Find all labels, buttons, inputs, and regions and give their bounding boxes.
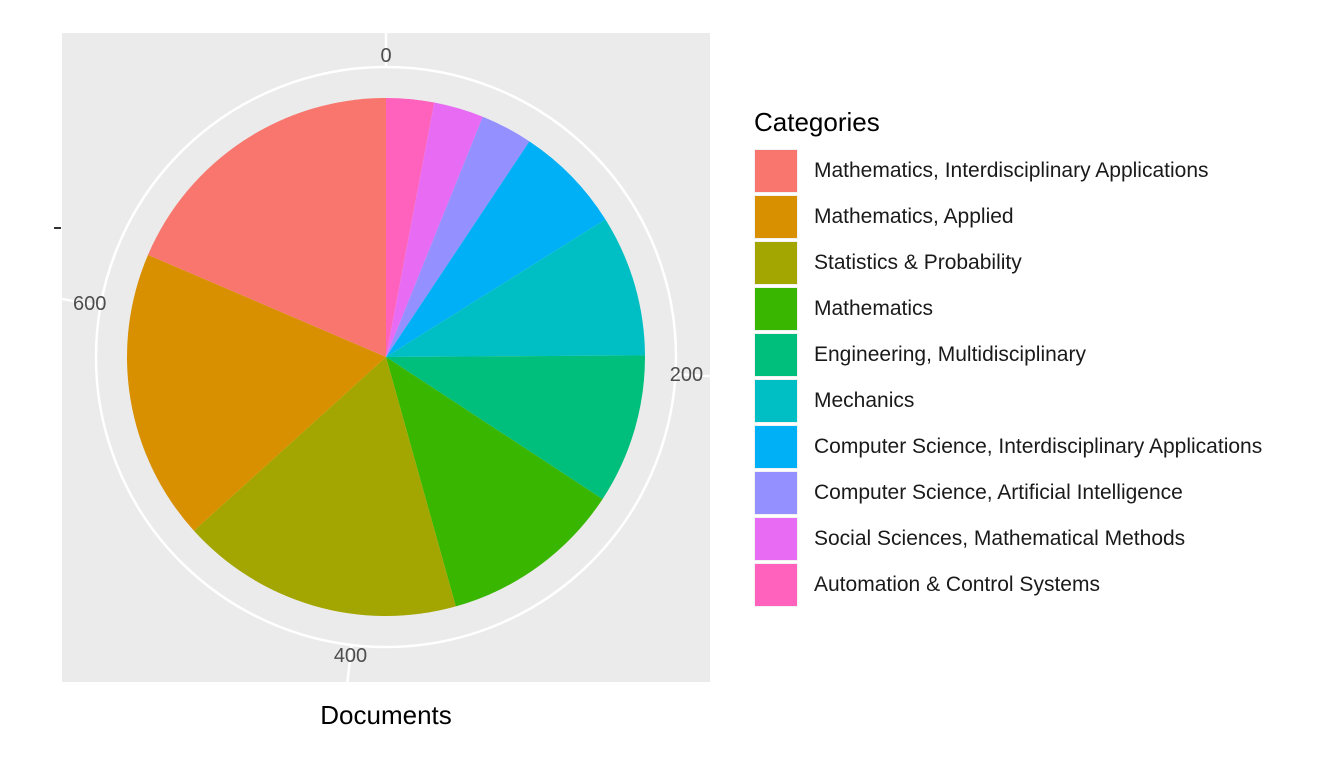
legend-item: Computer Science, Interdisciplinary Appl… <box>754 424 1262 470</box>
legend-title: Categories <box>754 107 880 137</box>
legend-item: Statistics & Probability <box>754 240 1262 286</box>
x-axis-title: Documents <box>320 700 452 730</box>
angle-tick-label: 400 <box>334 645 367 667</box>
legend-item: Mechanics <box>754 378 1262 424</box>
legend-item: Social Sciences, Mathematical Methods <box>754 516 1262 562</box>
legend-label: Computer Science, Artificial Intelligenc… <box>814 481 1183 504</box>
pie-slice <box>386 116 530 357</box>
legend-label: Mathematics <box>814 297 934 320</box>
legend-key <box>754 379 798 423</box>
angle-tick-labels: 0 200 400 600 <box>73 45 703 667</box>
legend-key <box>754 149 798 193</box>
legend-key <box>754 241 798 285</box>
legend-item: Computer Science, Artificial Intelligenc… <box>754 470 1262 516</box>
pie-slice <box>386 98 435 357</box>
grid-spoke <box>51 295 101 308</box>
pie-slice <box>386 355 645 500</box>
legend-label: Mathematics, Applied <box>814 205 1014 228</box>
legend-item: Mathematics, Interdisciplinary Applicati… <box>754 148 1262 194</box>
legend-item: Mathematics <box>754 286 1262 332</box>
legend-label: Computer Science, Interdisciplinary Appl… <box>814 435 1263 458</box>
pie-slices <box>127 98 645 616</box>
polar-grid <box>51 17 726 695</box>
legend-label: Mechanics <box>814 389 915 412</box>
legend-label: Statistics & Probability <box>814 251 1022 274</box>
angle-tick-label: 200 <box>670 364 703 386</box>
legend: Categories Mathematics, Interdisciplinar… <box>754 106 1262 608</box>
legend-label: Automation & Control Systems <box>814 573 1100 596</box>
pie-slice <box>147 98 386 357</box>
pie-slice <box>193 357 456 616</box>
grid-spoke <box>675 372 726 379</box>
legend-label: Mathematics, Interdisciplinary Applicati… <box>814 159 1209 182</box>
legend-key <box>754 563 798 607</box>
legend-item: Mathematics, Applied <box>754 194 1262 240</box>
pie-slice <box>386 102 483 357</box>
legend-key <box>754 425 798 469</box>
pie-slice <box>127 254 387 531</box>
legend-item: Automation & Control Systems <box>754 562 1262 608</box>
legend-key <box>754 195 798 239</box>
grid-spoke <box>344 644 354 695</box>
legend-label: Engineering, Multidisciplinary <box>814 343 1086 366</box>
legend-key <box>754 333 798 377</box>
legend-items: Mathematics, Interdisciplinary Applicati… <box>754 148 1262 608</box>
legend-key <box>754 287 798 331</box>
angle-tick-label: 0 <box>380 45 391 67</box>
pie-slice <box>386 357 603 607</box>
y-axis-tick <box>54 227 61 229</box>
legend-item: Engineering, Multidisciplinary <box>754 332 1262 378</box>
pie-slice <box>386 219 645 357</box>
legend-label: Social Sciences, Mathematical Methods <box>814 527 1186 550</box>
legend-key <box>754 517 798 561</box>
pie-slice <box>386 141 606 357</box>
angle-tick-label: 600 <box>73 293 106 315</box>
legend-key <box>754 471 798 515</box>
